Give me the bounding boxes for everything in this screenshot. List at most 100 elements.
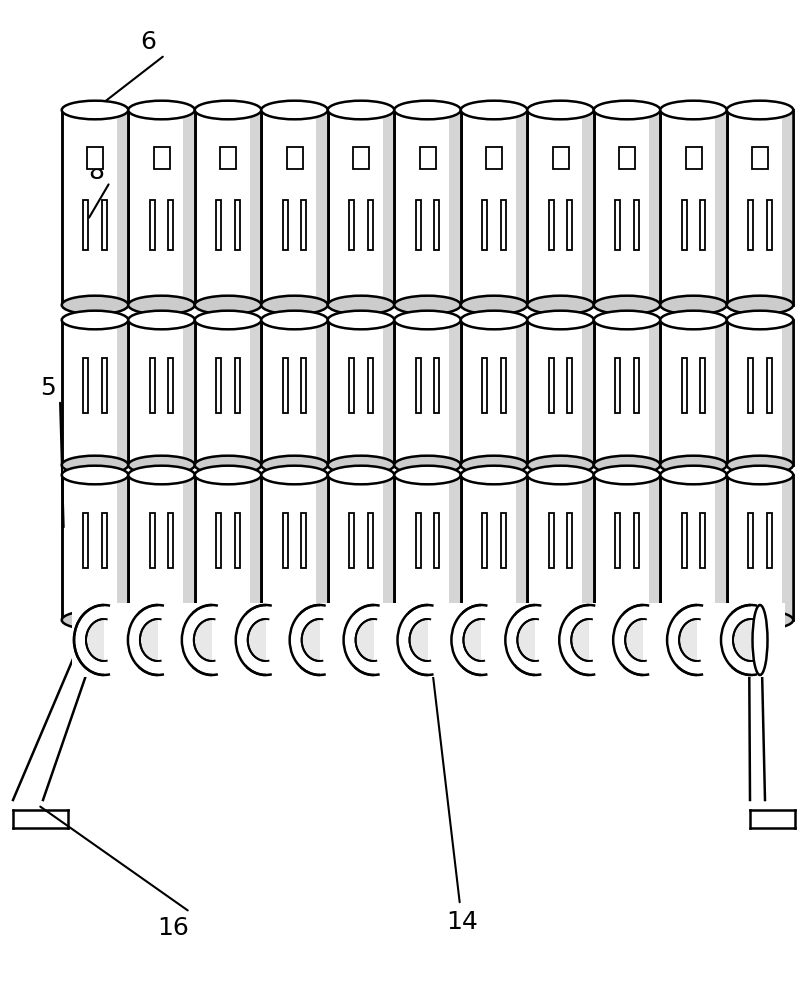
Ellipse shape — [660, 611, 727, 629]
Bar — [748, 512, 753, 568]
Bar — [461, 320, 527, 465]
Bar — [503, 603, 537, 677]
Bar — [154, 147, 169, 169]
Bar — [288, 603, 322, 677]
Ellipse shape — [328, 466, 394, 484]
Bar — [316, 475, 328, 620]
Bar — [368, 200, 373, 250]
Bar — [117, 320, 128, 465]
Ellipse shape — [62, 101, 128, 119]
Text: 14: 14 — [446, 910, 478, 934]
Bar — [216, 358, 221, 412]
Bar — [649, 110, 660, 305]
Bar — [582, 320, 594, 465]
Ellipse shape — [625, 619, 661, 661]
Bar — [235, 200, 240, 250]
Bar — [72, 603, 106, 677]
Ellipse shape — [667, 605, 727, 675]
Bar — [235, 512, 240, 568]
Bar — [482, 200, 487, 250]
Ellipse shape — [527, 311, 594, 329]
Bar — [117, 110, 128, 305]
Bar — [633, 200, 639, 250]
Ellipse shape — [527, 296, 594, 314]
Bar — [727, 110, 793, 305]
Ellipse shape — [128, 611, 194, 629]
Ellipse shape — [660, 311, 727, 329]
Text: 16: 16 — [157, 916, 189, 940]
Bar — [266, 603, 300, 677]
Ellipse shape — [328, 456, 394, 474]
Ellipse shape — [594, 611, 660, 629]
Bar — [283, 512, 288, 568]
Ellipse shape — [660, 296, 727, 314]
Ellipse shape — [194, 466, 262, 484]
Bar — [212, 603, 245, 677]
Bar — [420, 147, 436, 169]
Bar — [102, 512, 107, 568]
Bar — [150, 512, 155, 568]
Ellipse shape — [679, 619, 715, 661]
Bar — [183, 320, 194, 465]
Ellipse shape — [594, 466, 660, 484]
Ellipse shape — [128, 296, 194, 314]
Bar — [501, 200, 505, 250]
Bar — [434, 512, 439, 568]
Bar — [434, 200, 439, 250]
Bar — [83, 358, 88, 412]
Bar — [567, 512, 573, 568]
Ellipse shape — [727, 311, 793, 329]
Bar — [619, 147, 635, 169]
Ellipse shape — [194, 456, 262, 474]
Bar — [767, 200, 772, 250]
Bar — [567, 358, 573, 412]
Bar — [249, 320, 262, 465]
Bar — [615, 200, 620, 250]
Bar — [682, 358, 687, 412]
Bar — [150, 358, 155, 412]
Bar — [249, 475, 262, 620]
Bar — [715, 475, 727, 620]
Bar — [594, 475, 660, 620]
Bar — [434, 358, 439, 412]
Bar — [527, 475, 594, 620]
Ellipse shape — [461, 101, 527, 119]
Bar — [767, 512, 772, 568]
Bar — [428, 603, 462, 677]
Bar — [87, 147, 103, 169]
Ellipse shape — [461, 296, 527, 314]
Bar — [249, 110, 262, 305]
Ellipse shape — [394, 296, 461, 314]
Ellipse shape — [343, 605, 403, 675]
Bar — [328, 110, 394, 305]
Bar — [117, 475, 128, 620]
Bar — [62, 320, 128, 465]
Ellipse shape — [262, 311, 328, 329]
Bar — [128, 475, 194, 620]
Bar — [158, 603, 192, 677]
Bar — [301, 512, 306, 568]
Ellipse shape — [301, 619, 338, 661]
Bar — [682, 512, 687, 568]
Bar — [216, 200, 221, 250]
Bar — [83, 512, 88, 568]
Bar — [782, 475, 793, 620]
Ellipse shape — [62, 456, 128, 474]
Bar — [715, 110, 727, 305]
Bar — [287, 147, 302, 169]
Ellipse shape — [128, 101, 194, 119]
Ellipse shape — [328, 611, 394, 629]
Text: 5: 5 — [40, 376, 56, 400]
Bar — [62, 475, 128, 620]
Ellipse shape — [262, 456, 328, 474]
Bar — [349, 358, 354, 412]
Ellipse shape — [727, 456, 793, 474]
Bar — [180, 603, 214, 677]
Ellipse shape — [594, 456, 660, 474]
Bar — [660, 475, 727, 620]
Ellipse shape — [194, 296, 262, 314]
Bar — [751, 603, 785, 677]
Ellipse shape — [527, 101, 594, 119]
Bar — [752, 147, 768, 169]
Ellipse shape — [461, 311, 527, 329]
